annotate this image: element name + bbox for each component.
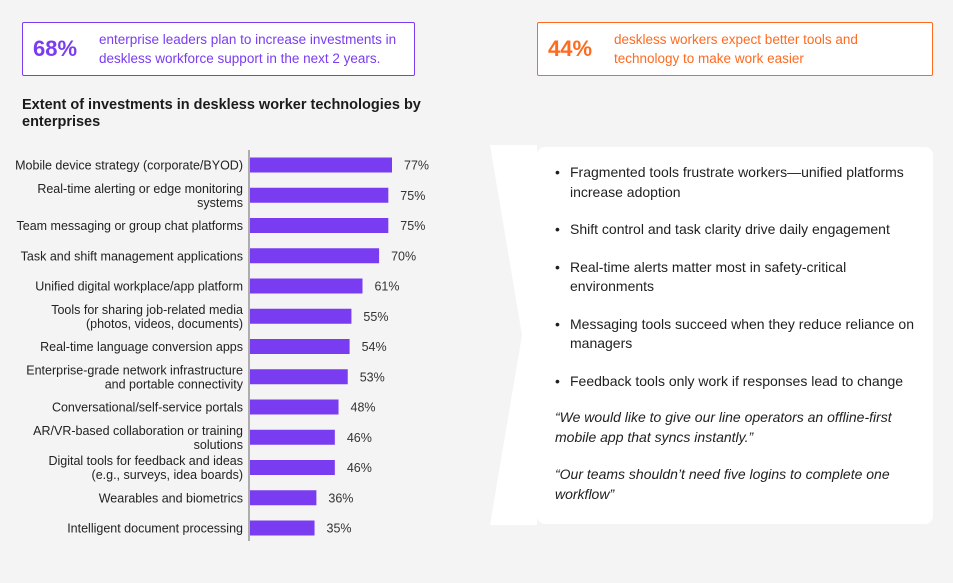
quote: “Our teams shouldn’t need five logins to… (555, 466, 890, 502)
category-label: AR/VR-based collaboration or training sol… (33, 424, 243, 452)
bar (250, 278, 363, 294)
bar-value-label: 75% (400, 189, 425, 203)
bar-value-label: 46% (347, 461, 372, 475)
category-label: Real-time language conversion apps (40, 340, 243, 354)
bar-value-label: 61% (374, 280, 399, 294)
quote: “We would like to give our line operator… (555, 409, 892, 445)
stat-callout-investment: 68% enterprise leaders plan to increase … (22, 22, 415, 76)
category-label: Team messaging or group chat platforms (17, 219, 244, 233)
bar (250, 490, 317, 506)
takeaway-item: Fragmented tools frustrate workers—unifi… (555, 163, 915, 202)
bar-value-label: 48% (351, 401, 376, 415)
bar-value-label: 53% (360, 370, 385, 384)
bar (250, 248, 380, 264)
bar (250, 339, 350, 354)
bar (250, 308, 352, 324)
bar (250, 369, 348, 385)
category-label: Wearables and biometrics (99, 491, 243, 505)
category-label: Mobile device strategy (corporate/BYOD) (15, 159, 243, 173)
bar-value-label: 35% (327, 522, 352, 536)
category-label: Unified digital workplace/app platform (35, 280, 243, 294)
bar-value-label: 55% (363, 310, 388, 324)
category-label: Digital tools for feedback and ideas (e.g… (48, 454, 243, 482)
takeaway-item: Messaging tools succeed when they reduce… (555, 315, 915, 354)
category-label: Intelligent document processing (67, 522, 243, 536)
bar-value-label: 75% (400, 219, 425, 233)
takeaway-item: Real-time alerts matter most in safety-c… (555, 258, 915, 297)
bar (250, 187, 389, 203)
stat-text: enterprise leaders plan to increase inve… (99, 32, 397, 66)
stat-callout-tools: 44% deskless workers expect better tools… (537, 22, 933, 76)
stat-value: 68% (33, 36, 78, 61)
takeaway-item: Shift control and task clarity drive dai… (555, 220, 915, 240)
category-label: Conversational/self-service portals (52, 401, 243, 415)
stat-text: deskless workers expect better tools and… (614, 32, 858, 66)
takeaways-list: Fragmented tools frustrate workers—unifi… (555, 163, 915, 391)
bar (250, 399, 339, 415)
category-label: Real-time alerting or edge monitoring sys… (37, 182, 243, 210)
bar (250, 157, 392, 173)
stat-value: 44% (548, 36, 593, 61)
bar-value-label: 77% (404, 159, 429, 173)
chart-title: Extent of investments in deskless worker… (22, 97, 421, 130)
panel-pointer-arrow (490, 145, 537, 525)
bar-value-label: 36% (328, 491, 353, 505)
category-label: Task and shift management applications (21, 249, 243, 263)
bar-value-label: 46% (347, 431, 372, 445)
takeaway-item: Feedback tools only work if responses le… (555, 372, 915, 392)
category-label: Tools for sharing job-related media (phot… (51, 303, 243, 331)
bar (250, 218, 389, 233)
bar (250, 429, 335, 445)
category-label: Enterprise-grade network infrastructure a… (26, 363, 244, 391)
bar-value-label: 70% (391, 249, 416, 263)
bar (250, 460, 335, 475)
bar (250, 520, 315, 536)
takeaways-panel: Fragmented tools frustrate workers—unifi… (537, 147, 933, 524)
bar-value-label: 54% (362, 340, 387, 354)
